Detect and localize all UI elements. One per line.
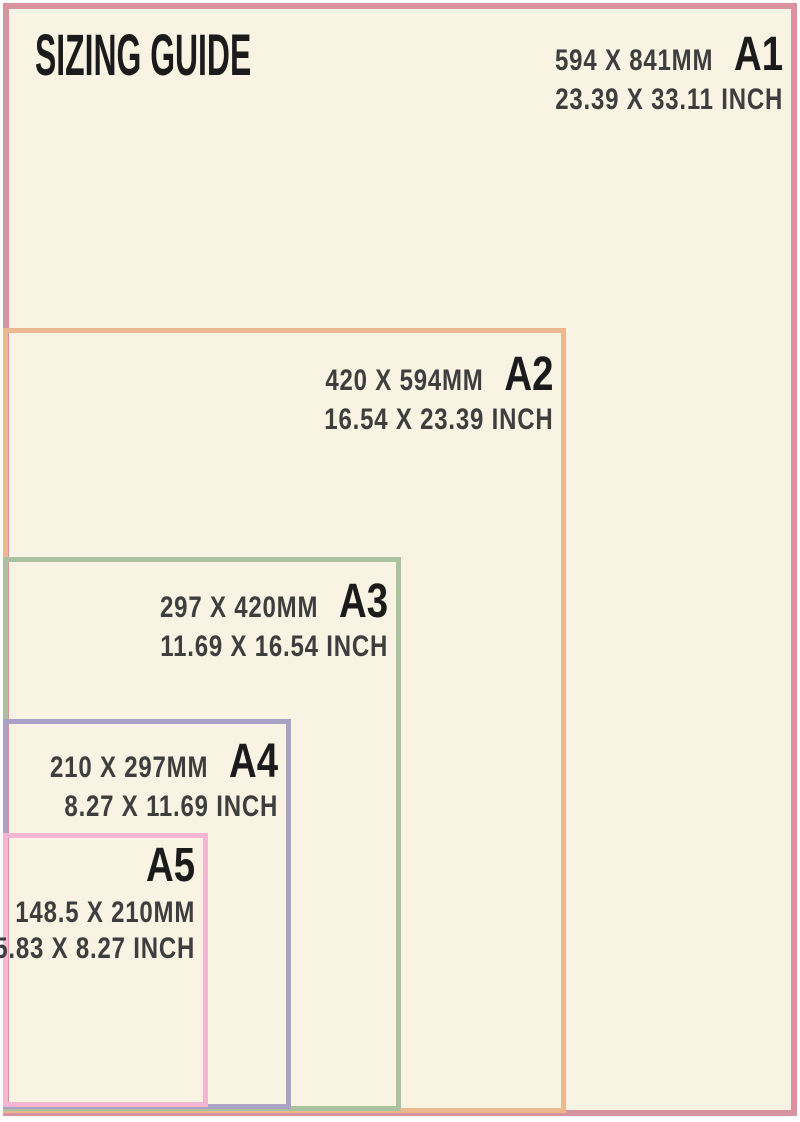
mm-dimensions-a5: 148.5 X 210MM [15, 896, 195, 929]
size-code-a1: A1 [733, 28, 783, 81]
inch-dimensions-a1: 23.39 X 33.11 INCH [555, 83, 783, 116]
size-label-a4: 210 X 297MM A4 8.27 X 11.69 INCH [50, 738, 278, 823]
size-label-a5: A5 148.5 X 210MM 5.83 X 8.27 INCH [0, 842, 195, 965]
size-label-a1: 594 X 841MM A1 23.39 X 33.11 INCH [555, 31, 783, 116]
inch-dimensions-a4: 8.27 X 11.69 INCH [64, 790, 278, 823]
size-label-a3: 297 X 420MM A3 11.69 X 16.54 INCH [160, 578, 388, 663]
size-box-a5: A5 148.5 X 210MM 5.83 X 8.27 INCH [0, 833, 208, 1107]
inch-dimensions-a3: 11.69 X 16.54 INCH [160, 630, 388, 663]
mm-dimensions-a2: 420 X 594MM [324, 364, 484, 397]
dims-row-a4: 210 X 297MM A4 [50, 738, 278, 786]
size-code-a4: A4 [228, 735, 278, 788]
size-code-a2: A2 [503, 348, 553, 401]
dims-row-a3: 297 X 420MM A3 [160, 578, 388, 626]
size-code-a5: A5 [145, 839, 195, 892]
inch-dimensions-a2: 16.54 X 23.39 INCH [323, 403, 553, 436]
size-label-a2: 420 X 594MM A2 16.54 X 23.39 INCH [324, 351, 553, 436]
page-title: SIZING GUIDE [35, 23, 252, 88]
dims-row-a2: 420 X 594MM A2 [325, 351, 553, 399]
mm-dimensions-a3: 297 X 420MM [159, 591, 319, 624]
size-code-a3: A3 [338, 575, 388, 628]
mm-dimensions-a1: 594 X 841MM [554, 44, 714, 77]
dims-row-a1: 594 X 841MM A1 [555, 31, 783, 79]
inch-dimensions-a5: 5.83 X 8.27 INCH [0, 932, 195, 965]
mm-dimensions-a4: 210 X 297MM [49, 751, 209, 784]
